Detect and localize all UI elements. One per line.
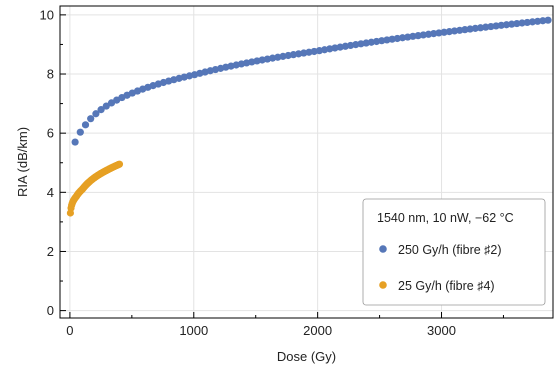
x-tick-label: 1000 bbox=[179, 323, 208, 338]
data-point bbox=[518, 19, 526, 27]
data-point bbox=[523, 18, 531, 27]
plot-frame bbox=[59, 5, 554, 319]
data-point bbox=[92, 110, 100, 118]
data-point bbox=[76, 128, 84, 136]
x-axis-title: Dose (Gy) bbox=[277, 349, 336, 364]
y-axis-title: RIA (dB/km) bbox=[15, 127, 30, 197]
data-point bbox=[544, 16, 552, 24]
data-point bbox=[81, 121, 90, 129]
series-250gyh bbox=[71, 16, 552, 146]
y-tick-label: 8 bbox=[47, 67, 54, 82]
legend-label-25gyh: 25 Gy/h (fibre ♯4) bbox=[398, 279, 495, 293]
data-point bbox=[102, 102, 110, 110]
data-points bbox=[66, 16, 552, 217]
y-tick-label: 4 bbox=[47, 185, 54, 200]
grid-lines bbox=[60, 6, 553, 318]
data-point bbox=[492, 22, 500, 30]
y-tick-label: 2 bbox=[47, 244, 54, 259]
y-tick-label: 10 bbox=[40, 7, 54, 22]
axis-ticks: 0 1000 2000 3000 0 2 4 6 8 10 bbox=[40, 7, 504, 338]
data-point bbox=[513, 19, 521, 28]
legend-marker-25gyh bbox=[379, 281, 387, 289]
data-point bbox=[87, 115, 95, 123]
y-tick-label: 6 bbox=[47, 126, 54, 141]
x-tick-label: 2000 bbox=[303, 323, 332, 338]
data-point bbox=[115, 160, 124, 168]
data-point bbox=[497, 21, 505, 29]
data-point bbox=[502, 21, 511, 29]
x-tick-label: 3000 bbox=[427, 323, 456, 338]
data-point bbox=[528, 18, 537, 26]
legend-title: 1540 nm, 10 nW, −62 °C bbox=[377, 211, 514, 225]
data-point bbox=[534, 17, 542, 25]
data-point bbox=[508, 20, 516, 28]
legend-box bbox=[362, 198, 546, 306]
legend: 1540 nm, 10 nW, −62 °C 250 Gy/h (fibre ♯… bbox=[362, 198, 546, 306]
legend-label-250gyh: 250 Gy/h (fibre ♯2) bbox=[398, 243, 502, 257]
data-point bbox=[539, 17, 547, 25]
x-tick-label: 0 bbox=[66, 323, 73, 338]
series-25gyh bbox=[66, 160, 124, 217]
data-point bbox=[97, 106, 105, 114]
data-point bbox=[487, 22, 495, 31]
y-tick-label: 0 bbox=[47, 303, 54, 318]
data-point bbox=[71, 138, 79, 146]
legend-marker-250gyh bbox=[379, 245, 387, 253]
